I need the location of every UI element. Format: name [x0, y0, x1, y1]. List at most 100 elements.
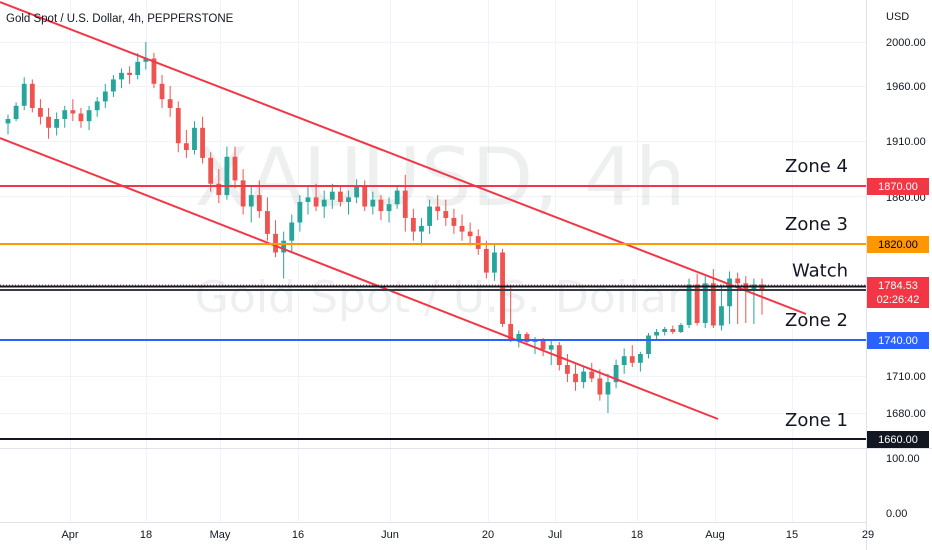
- candle-body: [686, 284, 692, 325]
- plot-area[interactable]: [0, 0, 866, 550]
- candle-body: [548, 345, 554, 350]
- candle-body: [492, 252, 497, 273]
- candle-body: [110, 79, 116, 92]
- candle-body: [646, 335, 651, 354]
- candle-body: [86, 110, 92, 122]
- candle-body: [305, 197, 311, 202]
- price-tag-value: 1820.00: [878, 239, 918, 251]
- candle-body: [216, 183, 222, 196]
- candle-body: [410, 217, 416, 232]
- candle-body: [192, 127, 197, 150]
- candle-body: [70, 110, 76, 114]
- candle-body: [208, 157, 214, 184]
- candle-body: [200, 127, 205, 158]
- time-axis-tick-label: 15: [786, 529, 798, 541]
- candle-body: [637, 354, 643, 363]
- price-axis-tick-label: 2000.00: [886, 37, 926, 49]
- candle-body: [232, 156, 238, 181]
- candle-body: [532, 340, 538, 342]
- candle-body: [702, 283, 708, 323]
- candle-body: [678, 325, 684, 332]
- candle-body: [621, 356, 627, 365]
- time-axis-tick-label: May: [210, 529, 231, 541]
- candle-body: [540, 340, 546, 350]
- level-label: Zone 2: [785, 310, 848, 331]
- candle-body: [329, 191, 335, 200]
- candle-body: [508, 324, 514, 339]
- level-label: Zone 3: [785, 214, 848, 235]
- channel-upper-line[interactable]: [0, 1, 807, 315]
- candle-body: [483, 248, 489, 273]
- candle-body: [402, 190, 408, 218]
- price-axis-tick-label: 1960.00: [886, 81, 926, 93]
- candle-body: [435, 206, 441, 212]
- time-axis-tick-label: 18: [140, 529, 152, 541]
- time-axis-tick-label: 16: [292, 529, 304, 541]
- price-tag: [867, 431, 929, 448]
- price-tag-value: 1740.00: [878, 335, 918, 347]
- candle-body: [565, 365, 570, 374]
- time-axis-tick-label: 29: [862, 529, 874, 541]
- candle-body: [735, 278, 741, 284]
- time-axis-tick-label: Apr: [61, 529, 78, 541]
- candle-body: [143, 58, 149, 62]
- candle-body: [362, 186, 368, 207]
- trend-channel: [0, 1, 807, 420]
- candle-body: [62, 110, 68, 119]
- candle-body: [719, 306, 724, 326]
- candle-body: [338, 191, 343, 202]
- volume-axis-tick: 100.00: [886, 453, 920, 465]
- candle-body: [710, 283, 716, 326]
- time-axis-tick-label: Jun: [381, 529, 399, 541]
- candle-body: [573, 373, 578, 383]
- price-axis-level-tags: 1870.001820.001780.001740.001660.001784.…: [867, 178, 929, 448]
- candle-body: [467, 231, 473, 237]
- candle-body: [694, 284, 700, 323]
- price-axis-tick-label: 1910.00: [886, 136, 926, 148]
- candle-body: [224, 156, 230, 196]
- candle-body: [281, 240, 287, 253]
- price-axis-tick-label: 1710.00: [886, 371, 926, 383]
- candle-body: [248, 195, 254, 207]
- volume-axis-tick: 0.00: [886, 508, 907, 520]
- candle-body: [386, 204, 392, 212]
- candle-body: [451, 217, 457, 226]
- price-axis[interactable]: [867, 0, 932, 550]
- level-label: Zone 4: [785, 156, 848, 177]
- last-price-value: 1784.53: [878, 280, 918, 292]
- candle-body: [662, 329, 668, 332]
- candle-body: [183, 143, 189, 150]
- candle-body: [597, 378, 603, 395]
- channel-lower-line[interactable]: [0, 137, 719, 420]
- candle-body: [256, 195, 262, 212]
- candle-body: [21, 83, 27, 106]
- candle-body: [159, 83, 165, 100]
- candle-body: [443, 211, 449, 218]
- candle-body: [313, 197, 319, 207]
- candle-body: [38, 108, 43, 117]
- last-price-countdown: 02:26:42: [877, 294, 920, 306]
- time-axis-ticks[interactable]: Apr 18 May 16 Jun 20 Jul 18 Aug 15 29: [61, 529, 874, 541]
- candle-body: [346, 197, 351, 202]
- candle-body: [613, 365, 619, 383]
- price-tag: [867, 236, 929, 253]
- candle-body: [240, 180, 246, 207]
- candle-body: [378, 199, 384, 212]
- time-axis-tick-label: Aug: [705, 529, 725, 541]
- candle-body: [135, 61, 141, 75]
- candle-body: [459, 225, 465, 232]
- candle-body: [605, 382, 611, 395]
- price-axis-tick-label: 1680.00: [886, 408, 926, 420]
- candle-body: [475, 236, 481, 249]
- candle-body: [321, 199, 327, 207]
- candle-body: [119, 72, 124, 80]
- candle-body: [427, 206, 432, 226]
- price-tag-value: 1660.00: [878, 434, 918, 446]
- candle-body: [54, 119, 60, 128]
- candle-body: [151, 58, 157, 84]
- price-tag: [867, 178, 929, 195]
- time-axis-tick-label: 18: [631, 529, 643, 541]
- price-tag-value: 1870.00: [878, 181, 918, 193]
- candle-body: [556, 345, 562, 365]
